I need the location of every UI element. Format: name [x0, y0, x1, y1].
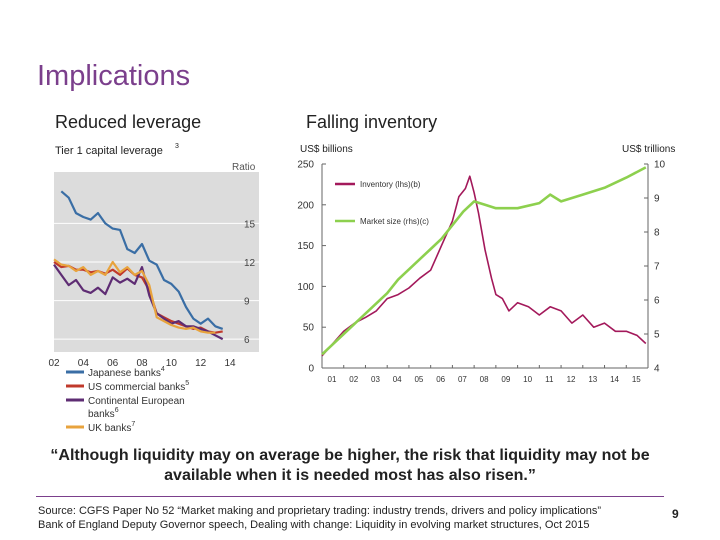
- quote-text: “Although liquidity may on average be hi…: [50, 447, 650, 484]
- leverage-x-tick-label: 10: [166, 358, 178, 369]
- source-line-1: Source: CGFS Paper No 52 “Market making …: [38, 505, 602, 517]
- leverage-x-tick-label: 08: [136, 358, 148, 369]
- leverage-series-line-2: [53, 263, 224, 341]
- source-line-2: Bank of England Deputy Governor speech, …: [38, 519, 590, 531]
- leverage-chart-title-note: 3: [175, 143, 179, 150]
- page-number: 9: [672, 507, 679, 521]
- leverage-legend-label: UK banks7: [88, 421, 135, 434]
- leverage-y-label: Ratio: [232, 162, 256, 173]
- leverage-y-tick-label: 15: [244, 219, 256, 230]
- leverage-series-line-0: [60, 190, 224, 330]
- right-chart-subtitle: Falling inventory: [306, 112, 438, 132]
- leverage-x-tick-label: 14: [224, 358, 236, 369]
- leverage-legend-label: US commercial banks5: [88, 380, 189, 393]
- leverage-chart-title: Tier 1 capital leverage: [55, 145, 163, 157]
- footer-divider: [36, 496, 664, 497]
- source-note: Source: CGFS Paper No 52 “Market making …: [38, 504, 601, 532]
- leverage-legend-label: Japanese banks4: [88, 366, 165, 379]
- slide-title: Implications: [37, 60, 191, 92]
- leverage-series-line-3: [53, 258, 216, 334]
- left-chart-subtitle: Reduced leverage: [55, 112, 202, 132]
- leverage-y-tick-label: 9: [244, 297, 250, 308]
- leverage-legend-label: Continental European banks6: [88, 396, 185, 420]
- leverage-x-tick-label: 06: [107, 358, 119, 369]
- leverage-x-tick-label: 12: [195, 358, 207, 369]
- leverage-x-tick-label: 04: [78, 358, 90, 369]
- leverage-x-tick-label: 02: [48, 358, 60, 369]
- leverage-y-tick-label: 12: [244, 258, 256, 269]
- leverage-y-tick-label: 6: [244, 335, 250, 346]
